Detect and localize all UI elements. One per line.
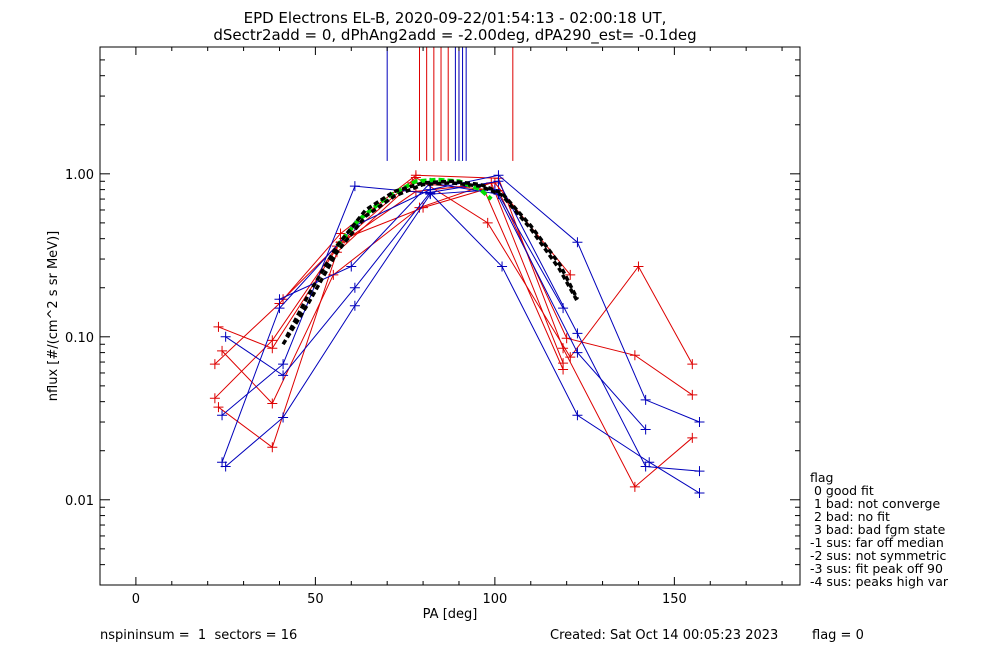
blue-series-point (274, 294, 285, 305)
blue-series-line (225, 189, 647, 467)
blue-series-point (558, 303, 569, 314)
blue-series-point (694, 466, 705, 477)
y-tick-label: 0.01 (65, 494, 94, 509)
axis-ticks: 0 50 100 150 0.01 0.10 1.00 (65, 46, 800, 607)
x-axis-label: PA [deg] (423, 607, 478, 622)
blue-series-point (572, 347, 583, 358)
blue-series-point (220, 461, 231, 472)
blue-series-line (221, 185, 700, 494)
legend-item: 1 bad: not converge (810, 496, 940, 511)
legend-item: 3 bad: bad fgm state (810, 522, 946, 537)
x-tick-label: 50 (307, 592, 324, 607)
red-series-point (629, 481, 640, 492)
footer-created: Created: Sat Oct 14 00:05:23 2023 (550, 628, 778, 643)
blue-series-point (217, 410, 228, 421)
legend-item: -4 sus: peaks high var (810, 574, 949, 589)
blue-series-point (278, 370, 289, 381)
red-series-line (218, 176, 693, 365)
black-fit-line (285, 179, 579, 338)
chart-title-line1: EPD Electrons EL-B, 2020-09-22/01:54:13 … (244, 9, 667, 27)
red-series-point (558, 364, 569, 375)
blue-series-point (274, 303, 285, 314)
legend-item: 0 good fit (810, 483, 874, 498)
red-series-point (213, 321, 224, 332)
flag-legend: flag 0 good fit 1 bad: not converge 2 ba… (810, 470, 949, 589)
green-fit-line (335, 177, 493, 248)
blue-series-point (278, 359, 289, 370)
x-tick-label: 150 (662, 592, 687, 607)
red-series-point (565, 352, 576, 363)
blue-series-point (572, 410, 583, 421)
red-series-point (217, 345, 228, 356)
blue-series-point (640, 394, 651, 405)
blue-series-point (278, 412, 289, 423)
chart-title-line2: dSectr2add = 0, dPhAng2add = -2.00deg, d… (213, 26, 696, 45)
blue-series-point (640, 461, 651, 472)
plot-frame (99, 46, 801, 586)
x-tick-label: 100 (482, 592, 507, 607)
red-series-point (687, 432, 698, 443)
x-tick-label: 0 (132, 592, 140, 607)
y-axis-label: nflux [#/(cm^2 s sr MeV)] (46, 231, 61, 401)
blue-series-point (425, 189, 436, 200)
blue-series-point (349, 300, 360, 311)
red-series-point (209, 393, 220, 404)
blue-series-point (694, 488, 705, 499)
red-series-point (213, 402, 224, 413)
blue-series-point (493, 176, 504, 187)
blue-series-line (225, 180, 700, 472)
blue-series-point (694, 417, 705, 428)
legend-title: flag (810, 470, 833, 485)
legend-item: -3 sus: fit peak off 90 (810, 561, 943, 576)
red-series-line (214, 174, 693, 488)
sector-markers (386, 47, 514, 161)
blue-series-line (279, 182, 564, 309)
legend-item: -1 sus: far off median (810, 535, 944, 550)
legend-item: -2 sus: not symmetric (810, 548, 946, 563)
red-series-point (482, 217, 493, 228)
y-tick-label: 0.10 (65, 331, 94, 346)
red-series-point (209, 359, 220, 370)
red-series-point (267, 442, 278, 453)
red-series-point (267, 398, 278, 409)
blue-series-point (497, 261, 508, 272)
blue-series-point (349, 181, 360, 192)
data-series (209, 170, 705, 499)
blue-series-point (346, 261, 357, 272)
red-series-point (335, 228, 346, 239)
blue-series-point (640, 424, 651, 435)
red-series-point (267, 335, 278, 346)
red-series-point (633, 261, 644, 272)
red-series-point (687, 359, 698, 370)
y-tick-label: 1.00 (65, 168, 94, 183)
footer-spin-info: nspininsum = 1 sectors = 16 (100, 628, 297, 643)
blue-series-point (572, 328, 583, 339)
red-series-point (687, 389, 698, 400)
blue-series-point (220, 331, 231, 342)
red-series-point (629, 350, 640, 361)
footer-flag: flag = 0 (812, 628, 864, 643)
blue-series-line (221, 174, 700, 463)
blue-series-point (572, 237, 583, 248)
red-series-point (565, 269, 576, 280)
legend-item: 2 bad: no fit (810, 509, 890, 524)
blue-series-point (349, 282, 360, 293)
red-series-line (221, 182, 564, 405)
